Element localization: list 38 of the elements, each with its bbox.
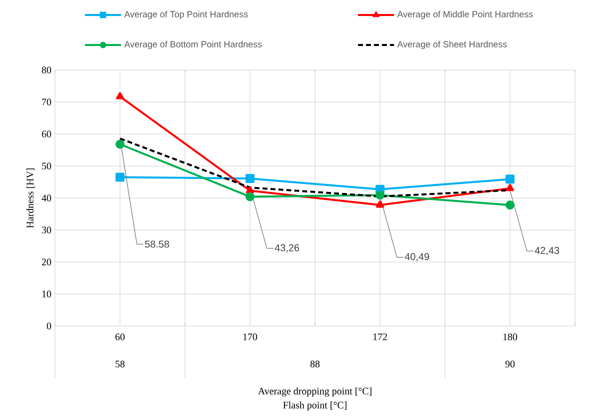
point bbox=[506, 174, 514, 184]
text: 90 bbox=[505, 360, 515, 368]
point bbox=[376, 200, 384, 208]
text: 58 bbox=[116, 360, 125, 368]
y-tick-label: 80 bbox=[42, 66, 52, 74]
point bbox=[506, 184, 514, 192]
point bbox=[246, 192, 254, 202]
text: 88 bbox=[310, 360, 320, 368]
x-tick-label: 170 bbox=[243, 334, 258, 340]
point bbox=[116, 172, 124, 182]
data-label: 40,49 bbox=[404, 253, 430, 262]
y-tick-label: 20 bbox=[42, 258, 52, 266]
point bbox=[116, 92, 124, 100]
x-tick-label: 172 bbox=[373, 334, 387, 340]
legend-label: Average of Top Point Hardness bbox=[124, 10, 248, 20]
y-tick-label: 30 bbox=[42, 226, 52, 234]
legend-label: Average of Middle Point Hardness bbox=[397, 10, 533, 20]
y-tick-label: 50 bbox=[42, 162, 52, 170]
legend-label: Average of Sheet Hardness bbox=[397, 40, 507, 50]
y-axis-title: Hardness [HV] bbox=[26, 168, 35, 228]
point bbox=[116, 140, 124, 149]
data-label: 42,43 bbox=[534, 246, 560, 256]
y-tick-label: 10 bbox=[42, 290, 52, 298]
text: Flash point [°C] bbox=[283, 401, 346, 411]
point bbox=[246, 174, 254, 183]
x-axis-title: Average dropping point [°C] bbox=[258, 387, 372, 397]
x-tick-label: 180 bbox=[503, 334, 518, 340]
data-label: 43,26 bbox=[274, 244, 300, 252]
y-tick-label: 60 bbox=[42, 130, 52, 138]
y-tick-label: 40 bbox=[42, 194, 52, 202]
legend-label: Average of Bottom Point Hardness bbox=[124, 40, 262, 50]
x-tick-label: 60 bbox=[115, 334, 125, 340]
y-tick-label: 70 bbox=[42, 98, 52, 106]
point bbox=[246, 186, 254, 194]
point bbox=[376, 190, 384, 200]
y-tick-label: 0 bbox=[46, 322, 52, 330]
data-label: 58.58 bbox=[145, 240, 170, 248]
point bbox=[506, 200, 514, 210]
